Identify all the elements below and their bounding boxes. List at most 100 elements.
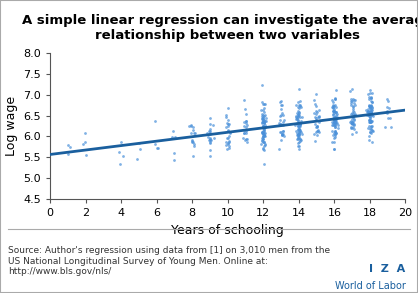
Point bbox=[278, 132, 285, 136]
Point bbox=[295, 132, 301, 137]
Point bbox=[365, 113, 372, 118]
Point bbox=[350, 115, 357, 120]
Point bbox=[332, 113, 339, 118]
Point bbox=[350, 109, 357, 113]
Point bbox=[261, 118, 268, 122]
Point bbox=[293, 114, 300, 118]
Text: Source: Author's regression using data from [1] on 3,010 men from the
US Nationa: Source: Author's regression using data f… bbox=[8, 246, 331, 276]
Point bbox=[331, 96, 338, 100]
Point bbox=[260, 133, 266, 138]
Point bbox=[331, 122, 338, 127]
Point bbox=[207, 131, 214, 136]
Point bbox=[348, 125, 355, 130]
Point bbox=[335, 122, 342, 127]
Point bbox=[366, 109, 373, 114]
Point bbox=[351, 101, 357, 105]
Point bbox=[295, 100, 302, 104]
Point bbox=[352, 112, 358, 117]
Point bbox=[350, 127, 357, 132]
Point bbox=[263, 116, 270, 121]
Point bbox=[330, 109, 337, 113]
Point bbox=[243, 121, 250, 125]
Point bbox=[152, 119, 158, 124]
Point bbox=[294, 141, 301, 145]
Point bbox=[258, 141, 265, 146]
Point bbox=[331, 125, 338, 129]
Point bbox=[312, 118, 319, 123]
Point bbox=[261, 127, 268, 132]
Point bbox=[367, 98, 374, 103]
Point bbox=[330, 120, 336, 125]
Point bbox=[331, 119, 338, 124]
Point bbox=[259, 113, 266, 117]
Point bbox=[261, 133, 268, 138]
Point bbox=[293, 117, 300, 122]
Point bbox=[189, 128, 196, 132]
Point bbox=[260, 116, 267, 121]
Point bbox=[296, 137, 303, 141]
Point bbox=[349, 117, 356, 121]
Point bbox=[260, 120, 266, 125]
Point bbox=[243, 119, 250, 123]
Point bbox=[369, 107, 376, 112]
Point bbox=[330, 100, 336, 104]
Point bbox=[313, 91, 320, 96]
Point bbox=[349, 107, 356, 111]
Point bbox=[277, 122, 283, 126]
Point bbox=[259, 139, 265, 144]
Point bbox=[187, 131, 194, 135]
Point bbox=[369, 129, 375, 133]
Point bbox=[330, 146, 337, 151]
Point bbox=[330, 136, 337, 141]
Point bbox=[332, 125, 339, 129]
Point bbox=[330, 106, 336, 111]
Point bbox=[366, 115, 373, 120]
Point bbox=[260, 123, 267, 128]
Point bbox=[207, 138, 214, 143]
Point bbox=[370, 129, 376, 133]
Point bbox=[296, 132, 302, 137]
Point bbox=[368, 104, 375, 108]
Point bbox=[259, 83, 266, 88]
Point bbox=[259, 128, 266, 133]
Point bbox=[260, 161, 267, 166]
Point bbox=[207, 131, 214, 136]
Point bbox=[278, 122, 284, 127]
Point bbox=[261, 133, 268, 137]
Point bbox=[368, 103, 375, 108]
Point bbox=[261, 134, 268, 139]
Point bbox=[243, 137, 250, 142]
Point bbox=[333, 121, 339, 125]
Point bbox=[261, 125, 268, 129]
Point bbox=[364, 113, 371, 117]
Point bbox=[331, 132, 338, 137]
Point bbox=[224, 136, 230, 141]
Point bbox=[369, 105, 376, 110]
Point bbox=[296, 87, 303, 91]
Point bbox=[206, 127, 213, 131]
Point bbox=[367, 130, 374, 134]
Point bbox=[331, 120, 338, 124]
Point bbox=[332, 119, 339, 123]
Point bbox=[275, 123, 282, 128]
Point bbox=[350, 115, 357, 120]
Point bbox=[332, 118, 339, 123]
Point bbox=[333, 110, 339, 115]
Point bbox=[352, 112, 358, 116]
Point bbox=[242, 112, 249, 116]
Point bbox=[207, 129, 214, 133]
Point bbox=[207, 140, 214, 144]
Point bbox=[367, 127, 374, 132]
Point bbox=[349, 122, 356, 126]
Point bbox=[316, 120, 322, 124]
Point bbox=[349, 121, 356, 126]
Point bbox=[368, 124, 375, 129]
Point bbox=[279, 110, 285, 115]
Point bbox=[366, 112, 373, 117]
Y-axis label: Log wage: Log wage bbox=[5, 96, 18, 156]
Point bbox=[348, 131, 355, 136]
Point bbox=[367, 91, 374, 96]
Point bbox=[369, 91, 376, 96]
Point bbox=[297, 138, 304, 143]
Point bbox=[225, 127, 232, 132]
